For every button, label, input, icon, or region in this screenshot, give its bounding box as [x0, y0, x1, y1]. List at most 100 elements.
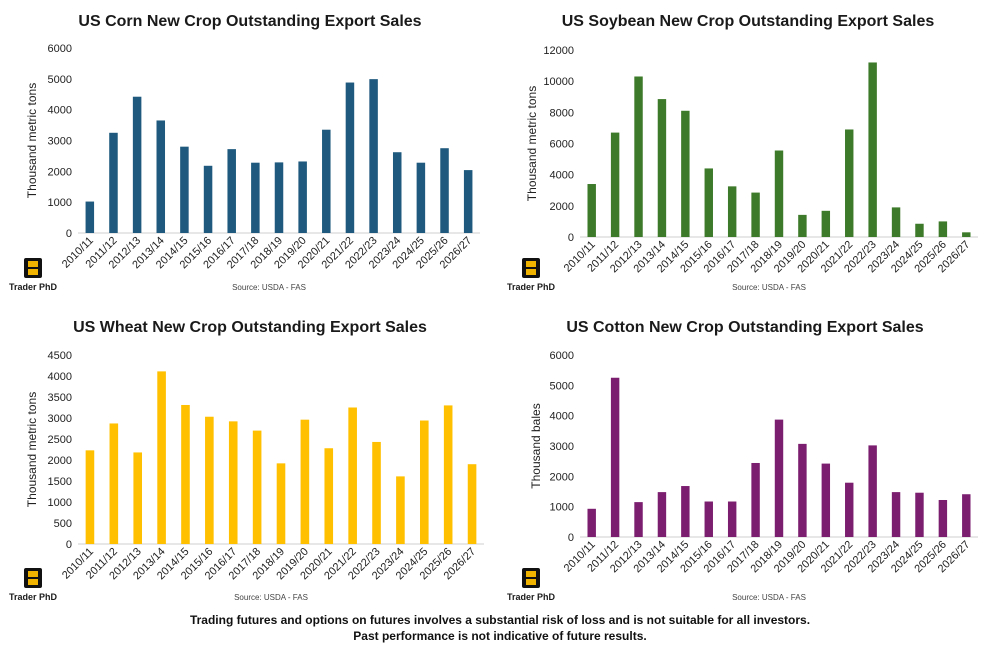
- soybean-y-tick-label: 6000: [550, 139, 574, 151]
- cotton-bar: [798, 443, 807, 537]
- wheat-bar: [157, 371, 166, 544]
- cotton-bar: [868, 445, 877, 537]
- cotton-y-tick-label: 2000: [550, 471, 574, 483]
- corn-bar: [203, 165, 213, 233]
- wheat-bar: [396, 476, 405, 544]
- cotton-bar: [634, 502, 643, 537]
- soybean-bar: [657, 99, 667, 238]
- corn-bar: [440, 148, 449, 233]
- soybean-bar: [587, 184, 596, 237]
- wheat-y-tick-label: 0: [66, 539, 72, 551]
- wheat-bar: [228, 421, 238, 544]
- cotton-bar: [610, 377, 620, 537]
- corn-bar: [369, 79, 378, 234]
- cotton-bar: [774, 419, 784, 537]
- wheat-chart-title: US Wheat New Crop Outstanding Export Sal…: [73, 319, 427, 336]
- cotton-logo-text: Trader PhD: [507, 592, 556, 602]
- soybean-bar: [634, 76, 643, 237]
- wheat-trader-phd-logo: [24, 568, 42, 588]
- cotton-logo-mark-top: [526, 571, 536, 577]
- cotton-y-tick-label: 0: [568, 532, 574, 544]
- corn-bar: [416, 162, 426, 233]
- corn-trader-phd-logo: [24, 258, 42, 278]
- wheat-bar: [205, 416, 214, 544]
- wheat-y-tick-label: 1000: [48, 497, 72, 509]
- cotton-bar: [962, 494, 971, 537]
- wheat-y-axis-title: Thousand metric tons: [25, 392, 39, 507]
- cotton-y-axis-title: Thousand bales: [529, 403, 543, 488]
- soybean-bar: [798, 214, 807, 237]
- corn-y-tick-label: 6000: [48, 43, 72, 55]
- soybean-y-tick-label: 4000: [550, 170, 574, 182]
- wheat-y-tick-label: 2000: [48, 455, 72, 467]
- cotton-bar: [681, 486, 690, 537]
- soybean-logo-text: Trader PhD: [507, 282, 556, 292]
- wheat-y-tick-label: 500: [54, 518, 72, 530]
- cotton-bar: [727, 501, 737, 537]
- soybean-y-axis-title: Thousand metric tons: [525, 86, 539, 201]
- wheat-bar: [109, 423, 119, 544]
- wheat-bar: [85, 450, 95, 544]
- cotton-bar: [751, 462, 760, 537]
- corn-source-label: Source: USDA - FAS: [232, 283, 306, 292]
- wheat-y-tick-label: 3000: [48, 413, 72, 425]
- wheat-bar: [324, 448, 334, 544]
- wheat-y-tick-label: 2500: [48, 434, 72, 446]
- corn-y-tick-label: 2000: [48, 166, 72, 178]
- cotton-bar: [657, 492, 667, 537]
- wheat-bar: [133, 452, 143, 544]
- disclaimer-line-1: Trading futures and options on futures i…: [189, 613, 811, 627]
- cotton-bar: [845, 482, 854, 537]
- wheat-logo-mark-top: [28, 571, 38, 577]
- wheat-bar: [372, 441, 381, 544]
- soybean-bar: [751, 192, 760, 237]
- soybean-bar: [610, 132, 620, 237]
- corn-bar: [392, 152, 402, 233]
- cotton-chart-title: US Cotton New Crop Outstanding Export Sa…: [566, 319, 923, 336]
- risk-disclaimer: Trading futures and options on futures i…: [0, 612, 1000, 644]
- corn-bar: [132, 96, 142, 233]
- corn-y-tick-label: 4000: [48, 105, 72, 117]
- soybean-bar: [681, 110, 690, 237]
- corn-chart-svg: US Corn New Crop Outstanding Export Sale…: [9, 13, 480, 292]
- cotton-bar: [891, 492, 901, 537]
- corn-y-tick-label: 1000: [48, 197, 72, 209]
- wheat-bar: [276, 463, 286, 544]
- corn-bar: [345, 82, 355, 234]
- wheat-logo-mark-bottom: [28, 579, 38, 585]
- soybean-chart-title: US Soybean New Crop Outstanding Export S…: [562, 13, 935, 30]
- corn-bar: [251, 162, 260, 233]
- corn-bar: [227, 149, 236, 233]
- soybean-logo-mark-bottom: [526, 269, 536, 275]
- corn-logo-text: Trader PhD: [9, 282, 58, 292]
- disclaimer-line-2: Past performance is not indicative of fu…: [353, 629, 647, 643]
- corn-bar: [274, 162, 284, 233]
- corn-bar: [322, 129, 331, 233]
- corn-bar: [298, 161, 307, 233]
- wheat-y-tick-label: 1500: [48, 476, 72, 488]
- corn-logo-mark-bottom: [28, 269, 38, 275]
- cotton-bar: [938, 499, 948, 537]
- soybean-y-tick-label: 0: [568, 232, 574, 244]
- soybean-y-tick-label: 10000: [543, 76, 574, 88]
- corn-y-tick-label: 5000: [48, 74, 72, 86]
- soybean-bar: [891, 207, 901, 237]
- corn-chart-panel: US Corn New Crop Outstanding Export Sale…: [0, 0, 490, 300]
- corn-y-tick-label: 0: [66, 228, 72, 240]
- soybean-y-tick-label: 8000: [550, 107, 574, 119]
- cotton-source-label: Source: USDA - FAS: [732, 593, 806, 602]
- soybean-bar: [845, 129, 854, 237]
- wheat-bar: [467, 464, 477, 544]
- soybean-bar: [821, 210, 831, 237]
- corn-y-axis-title: Thousand metric tons: [25, 83, 39, 198]
- wheat-bar: [300, 419, 310, 544]
- soybean-y-tick-label: 12000: [543, 45, 574, 57]
- soybean-bar: [938, 221, 948, 237]
- soybean-bar: [868, 62, 877, 237]
- cotton-y-tick-label: 3000: [550, 441, 574, 453]
- wheat-chart-svg: US Wheat New Crop Outstanding Export Sal…: [9, 319, 484, 602]
- cotton-bar: [915, 492, 924, 537]
- soybean-bar: [962, 232, 971, 237]
- corn-y-tick-label: 3000: [48, 136, 72, 148]
- soybean-bar: [774, 150, 784, 237]
